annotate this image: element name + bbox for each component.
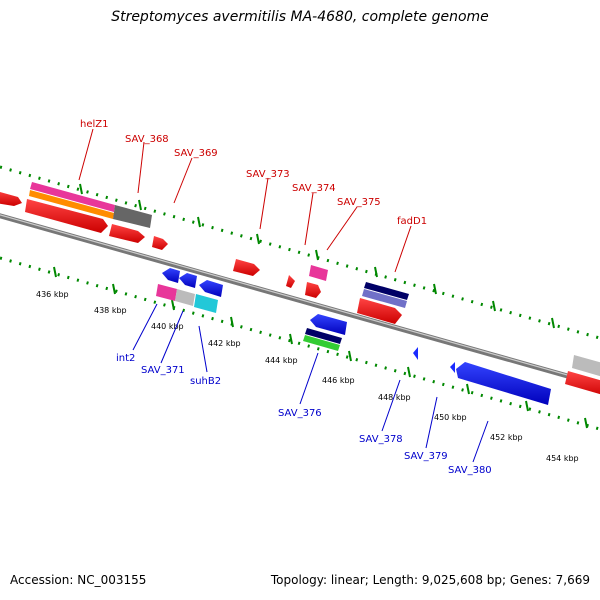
- gene-feature[interactable]: [162, 268, 180, 283]
- gene-label: SAV_368: [125, 134, 169, 145]
- genome-backbone-highlight: [0, 214, 600, 385]
- gene-feature[interactable]: [565, 371, 600, 397]
- genome-stats-text: Topology: linear; Length: 9,025,608 bp; …: [270, 573, 590, 587]
- tick-label: 454 kbp: [546, 454, 579, 463]
- tick-label: 444 kbp: [265, 356, 298, 365]
- gene-feature[interactable]: [156, 284, 177, 301]
- gene-label: SAV_373: [246, 169, 290, 180]
- gene-feature[interactable]: [175, 289, 195, 306]
- gene-feature[interactable]: [413, 347, 418, 360]
- gene-label: SAV_380: [448, 465, 492, 476]
- gene-feature[interactable]: [179, 273, 197, 288]
- map-title: Streptomyces avermitilis MA-4680, comple…: [111, 9, 489, 25]
- gene-feature[interactable]: [364, 282, 409, 300]
- gene-feature[interactable]: [286, 275, 295, 288]
- gene-label: SAV_379: [404, 451, 448, 462]
- gene-feature[interactable]: [303, 335, 340, 351]
- forward-callouts: [78, 128, 412, 273]
- gene-feature[interactable]: [30, 182, 115, 212]
- gene-feature[interactable]: [309, 265, 328, 281]
- gene-label: suhB2: [190, 376, 221, 387]
- forward-major-ticks: [79, 183, 555, 329]
- gene-feature[interactable]: [305, 328, 342, 344]
- tick-label: 442 kbp: [208, 339, 241, 348]
- gene-feature[interactable]: [450, 362, 455, 373]
- gene-feature[interactable]: [362, 289, 407, 308]
- gene-label: fadD1: [397, 216, 427, 227]
- gene-feature[interactable]: [572, 355, 600, 379]
- gene-feature[interactable]: [357, 298, 402, 324]
- reverse-scale-line: [0, 256, 600, 431]
- gene-feature[interactable]: [456, 362, 551, 405]
- gene-label: SAV_371: [141, 365, 185, 376]
- gene-label: SAV_369: [174, 148, 218, 159]
- tick-label: 450 kbp: [434, 413, 467, 422]
- gene-label: SAV_375: [337, 197, 381, 208]
- reverse-major-ticks: [53, 266, 588, 429]
- tick-label: 446 kbp: [322, 376, 355, 385]
- reverse-features: [156, 268, 551, 405]
- gene-feature[interactable]: [25, 199, 108, 233]
- gene-feature[interactable]: [194, 294, 218, 313]
- tick-label: 438 kbp: [94, 306, 127, 315]
- gene-feature[interactable]: [305, 282, 321, 298]
- gene-label: helZ1: [80, 119, 108, 130]
- tick-label: 440 kbp: [151, 322, 184, 331]
- gene-label: SAV_374: [292, 183, 336, 194]
- gene-feature[interactable]: [109, 224, 145, 243]
- gene-feature[interactable]: [233, 259, 260, 276]
- gene-feature[interactable]: [113, 205, 152, 228]
- gene-feature[interactable]: [199, 280, 223, 297]
- gene-feature[interactable]: [29, 190, 114, 219]
- gene-feature[interactable]: [0, 190, 22, 206]
- accession-text: Accession: NC_003155: [10, 573, 147, 587]
- genome-backbone: [0, 213, 600, 388]
- gene-feature[interactable]: [152, 236, 168, 250]
- gene-label: int2: [116, 353, 135, 364]
- gene-feature[interactable]: [310, 314, 347, 335]
- reverse-callouts: [132, 303, 489, 463]
- forward-features: [0, 182, 600, 397]
- gene-label: SAV_376: [278, 408, 322, 419]
- tick-label: 452 kbp: [490, 433, 523, 442]
- tick-label: 436 kbp: [36, 290, 69, 299]
- gene-label: SAV_378: [359, 434, 403, 445]
